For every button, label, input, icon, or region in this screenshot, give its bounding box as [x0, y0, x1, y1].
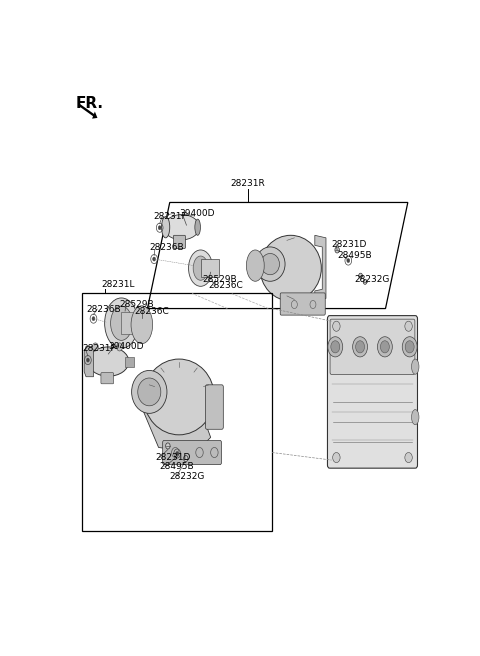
Text: 28232G: 28232G: [354, 276, 389, 284]
Text: 28236C: 28236C: [134, 306, 169, 316]
Text: 28231D: 28231D: [155, 453, 190, 462]
Circle shape: [176, 451, 179, 455]
FancyBboxPatch shape: [205, 385, 223, 429]
Ellipse shape: [164, 215, 199, 240]
Text: 39400D: 39400D: [179, 209, 215, 218]
Ellipse shape: [110, 306, 132, 340]
Circle shape: [92, 317, 95, 321]
Text: 28236B: 28236B: [149, 243, 184, 253]
Text: 28529B: 28529B: [120, 300, 154, 309]
Text: 28529B: 28529B: [202, 275, 237, 284]
Bar: [201, 259, 219, 277]
Circle shape: [183, 455, 188, 462]
Text: 28495B: 28495B: [160, 462, 194, 471]
Ellipse shape: [131, 306, 153, 344]
Text: 28236B: 28236B: [86, 304, 120, 314]
Circle shape: [117, 343, 122, 351]
Text: 28231R: 28231R: [230, 179, 265, 188]
Ellipse shape: [189, 250, 213, 286]
Ellipse shape: [105, 298, 138, 348]
Ellipse shape: [411, 359, 419, 374]
FancyBboxPatch shape: [327, 316, 418, 468]
Text: 28231L: 28231L: [101, 280, 134, 289]
Circle shape: [377, 337, 392, 357]
Circle shape: [363, 279, 367, 284]
Circle shape: [405, 321, 412, 331]
Circle shape: [347, 258, 350, 262]
Ellipse shape: [246, 250, 264, 281]
Circle shape: [166, 443, 170, 449]
Circle shape: [359, 273, 362, 278]
Circle shape: [402, 337, 417, 357]
Text: 28231F: 28231F: [153, 212, 187, 220]
Ellipse shape: [132, 371, 167, 413]
Circle shape: [356, 340, 364, 353]
Ellipse shape: [88, 347, 129, 377]
Polygon shape: [144, 409, 211, 453]
Ellipse shape: [162, 216, 170, 238]
Circle shape: [158, 226, 161, 230]
Polygon shape: [315, 236, 326, 301]
FancyBboxPatch shape: [330, 319, 415, 375]
Ellipse shape: [260, 236, 321, 301]
Circle shape: [333, 453, 340, 462]
Circle shape: [331, 340, 340, 353]
Ellipse shape: [261, 253, 279, 275]
Text: 28231F: 28231F: [83, 344, 116, 353]
Circle shape: [92, 343, 98, 351]
Ellipse shape: [144, 359, 215, 435]
Circle shape: [405, 453, 412, 462]
FancyBboxPatch shape: [163, 440, 221, 464]
Polygon shape: [84, 346, 94, 377]
FancyBboxPatch shape: [173, 236, 185, 249]
Circle shape: [333, 321, 340, 331]
Bar: [125, 357, 134, 367]
Circle shape: [335, 247, 339, 253]
Text: 28231D: 28231D: [332, 240, 367, 249]
FancyBboxPatch shape: [101, 373, 114, 384]
Ellipse shape: [193, 256, 208, 280]
Circle shape: [328, 337, 343, 357]
Ellipse shape: [411, 409, 419, 424]
Circle shape: [405, 340, 414, 353]
Circle shape: [381, 340, 389, 353]
FancyBboxPatch shape: [280, 293, 325, 315]
Text: FR.: FR.: [76, 96, 104, 112]
Circle shape: [86, 358, 89, 362]
Circle shape: [353, 337, 368, 357]
Ellipse shape: [195, 219, 201, 236]
Text: 28232G: 28232G: [170, 472, 205, 481]
Text: 28236C: 28236C: [209, 281, 243, 291]
Text: 39400D: 39400D: [108, 342, 144, 351]
Bar: [121, 312, 142, 335]
FancyArrow shape: [79, 104, 97, 119]
Ellipse shape: [255, 247, 285, 281]
Text: 28495B: 28495B: [337, 251, 372, 260]
Ellipse shape: [138, 378, 161, 406]
Circle shape: [153, 257, 156, 261]
